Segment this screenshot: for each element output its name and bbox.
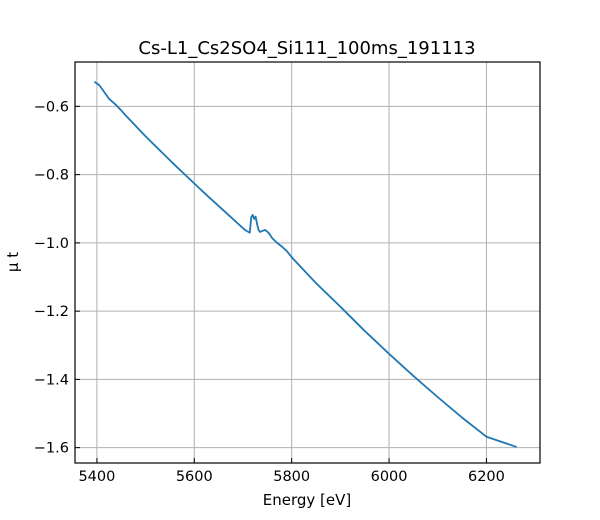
- x-tick-label: 6200: [468, 469, 505, 485]
- x-axis-label: Energy [eV]: [263, 491, 351, 509]
- ticks: 5400 5600 5800 6000 6200 −0.6 −0.8 −1.0 −1.2 −1.4…: [34, 99, 505, 485]
- x-tick-label: 5600: [176, 469, 213, 485]
- plot-frame: [74, 61, 541, 464]
- y-tick-label: −0.6: [34, 99, 69, 115]
- x-tick-label: 5400: [78, 469, 115, 485]
- grid: [75, 62, 540, 463]
- y-tick-label: −1.6: [34, 441, 69, 457]
- series-layer: [93, 81, 517, 448]
- x-tick-label: 5800: [273, 469, 310, 485]
- y-tick-label: −1.4: [34, 372, 69, 388]
- chart-title: Cs-L1_Cs2SO4_Si111_100ms_191113: [138, 38, 475, 59]
- y-axis-label: μ t: [4, 252, 22, 272]
- series-line: [93, 81, 517, 448]
- x-tick-label: 6000: [371, 469, 408, 485]
- y-tick-label: −0.8: [34, 168, 69, 184]
- y-tick-label: −1.2: [34, 304, 69, 320]
- y-tick-label: −1.0: [34, 236, 69, 252]
